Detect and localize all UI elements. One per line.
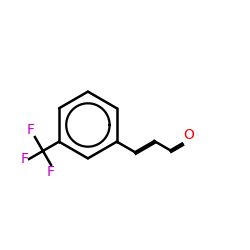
Text: F: F <box>47 165 55 179</box>
Text: F: F <box>21 152 29 166</box>
Text: F: F <box>27 123 35 137</box>
Text: O: O <box>183 128 194 142</box>
